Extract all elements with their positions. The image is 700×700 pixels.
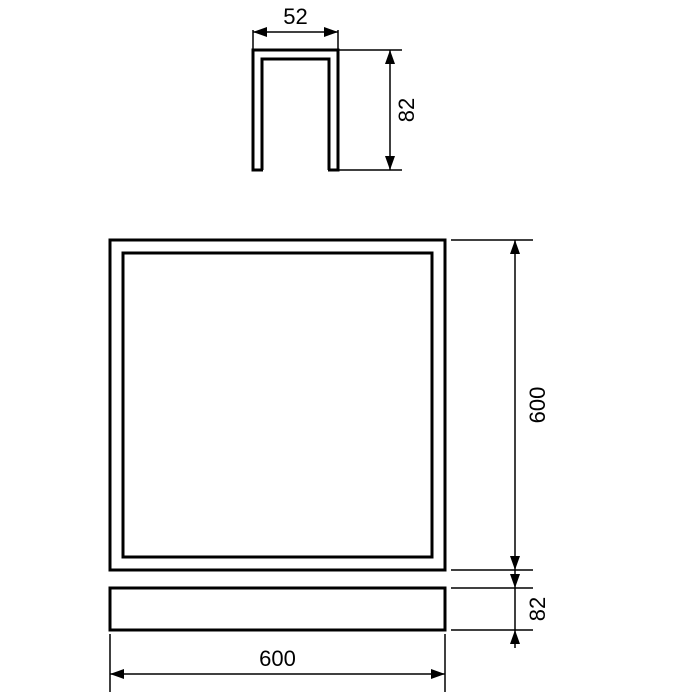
arrowhead <box>510 574 520 588</box>
arrowhead <box>510 240 520 254</box>
square-inner <box>123 253 432 557</box>
profile-inner <box>262 59 329 170</box>
arrowhead <box>385 156 395 170</box>
dimension-label: 600 <box>525 387 550 424</box>
dimension-label: 82 <box>394 98 419 122</box>
dimension-label: 82 <box>525 597 550 621</box>
dimension-label: 600 <box>259 646 296 671</box>
arrowhead <box>431 669 445 679</box>
arrowhead <box>385 50 395 64</box>
technical-drawing: 52 82 600 82 600 <box>0 0 700 700</box>
arrowhead <box>510 556 520 570</box>
dimension-label: 52 <box>283 4 307 29</box>
arrowhead <box>324 27 338 37</box>
strip-outer <box>110 588 445 630</box>
arrowhead <box>510 630 520 644</box>
arrowhead <box>110 669 124 679</box>
profile-outer <box>253 50 338 170</box>
square-outer <box>110 240 445 570</box>
arrowhead <box>253 27 267 37</box>
